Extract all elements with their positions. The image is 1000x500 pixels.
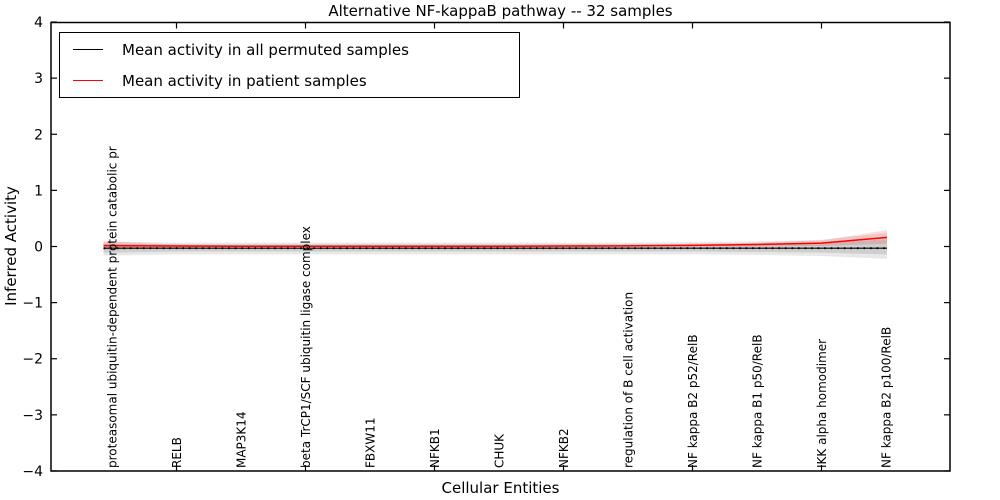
- entity-label: FBXW11: [364, 418, 378, 469]
- y-tick-label: 1: [34, 183, 43, 199]
- y-tick-label: 4: [34, 15, 43, 31]
- permuted-markers: [103, 247, 886, 250]
- y-tick-label: 0: [34, 240, 43, 256]
- entity-label: beta TrCP1/SCF ubiquitin ligase complex: [299, 226, 313, 468]
- permuted-line-swatch: [73, 49, 103, 50]
- legend: Mean activity in all permuted samples Me…: [59, 32, 520, 98]
- entity-label: NF kappa B2 p100/RelB: [880, 327, 894, 468]
- entity-label: RELB: [170, 437, 184, 468]
- legend-item-patient: Mean activity in patient samples: [60, 65, 519, 96]
- entity-label: CHUK: [493, 433, 507, 468]
- entity-label: IKK alpha homodimer: [815, 339, 829, 468]
- y-tick-label: −4: [22, 464, 43, 480]
- patient-mean-line: [103, 236, 887, 247]
- y-tick-label: 3: [34, 71, 43, 87]
- legend-label-permuted: Mean activity in all permuted samples: [122, 40, 409, 59]
- y-tick-label: −3: [22, 408, 43, 424]
- y-tick-label: 2: [34, 127, 43, 143]
- x-axis-label: Cellular Entities: [441, 479, 560, 497]
- legend-item-permuted: Mean activity in all permuted samples: [60, 34, 519, 65]
- y-tick-label: −2: [22, 352, 43, 368]
- entity-label: NFKB2: [557, 428, 571, 468]
- entity-label: MAP3K14: [235, 411, 249, 468]
- y-tick-label: −1: [22, 296, 43, 312]
- entity-label: proteasomal ubiquitin-dependent protein …: [106, 146, 120, 468]
- chart-title: Alternative NF-kappaB pathway -- 32 samp…: [328, 2, 673, 20]
- entity-label: NF kappa B1 p50/RelB: [751, 334, 765, 468]
- entity-label: NF kappa B2 p52/RelB: [686, 334, 700, 468]
- y-axis-label: Inferred Activity: [2, 186, 20, 306]
- entity-label: NFKB1: [428, 428, 442, 468]
- patient-line-swatch: [73, 80, 103, 81]
- legend-label-patient: Mean activity in patient samples: [122, 71, 367, 90]
- entity-label: regulation of B cell activation: [622, 292, 636, 468]
